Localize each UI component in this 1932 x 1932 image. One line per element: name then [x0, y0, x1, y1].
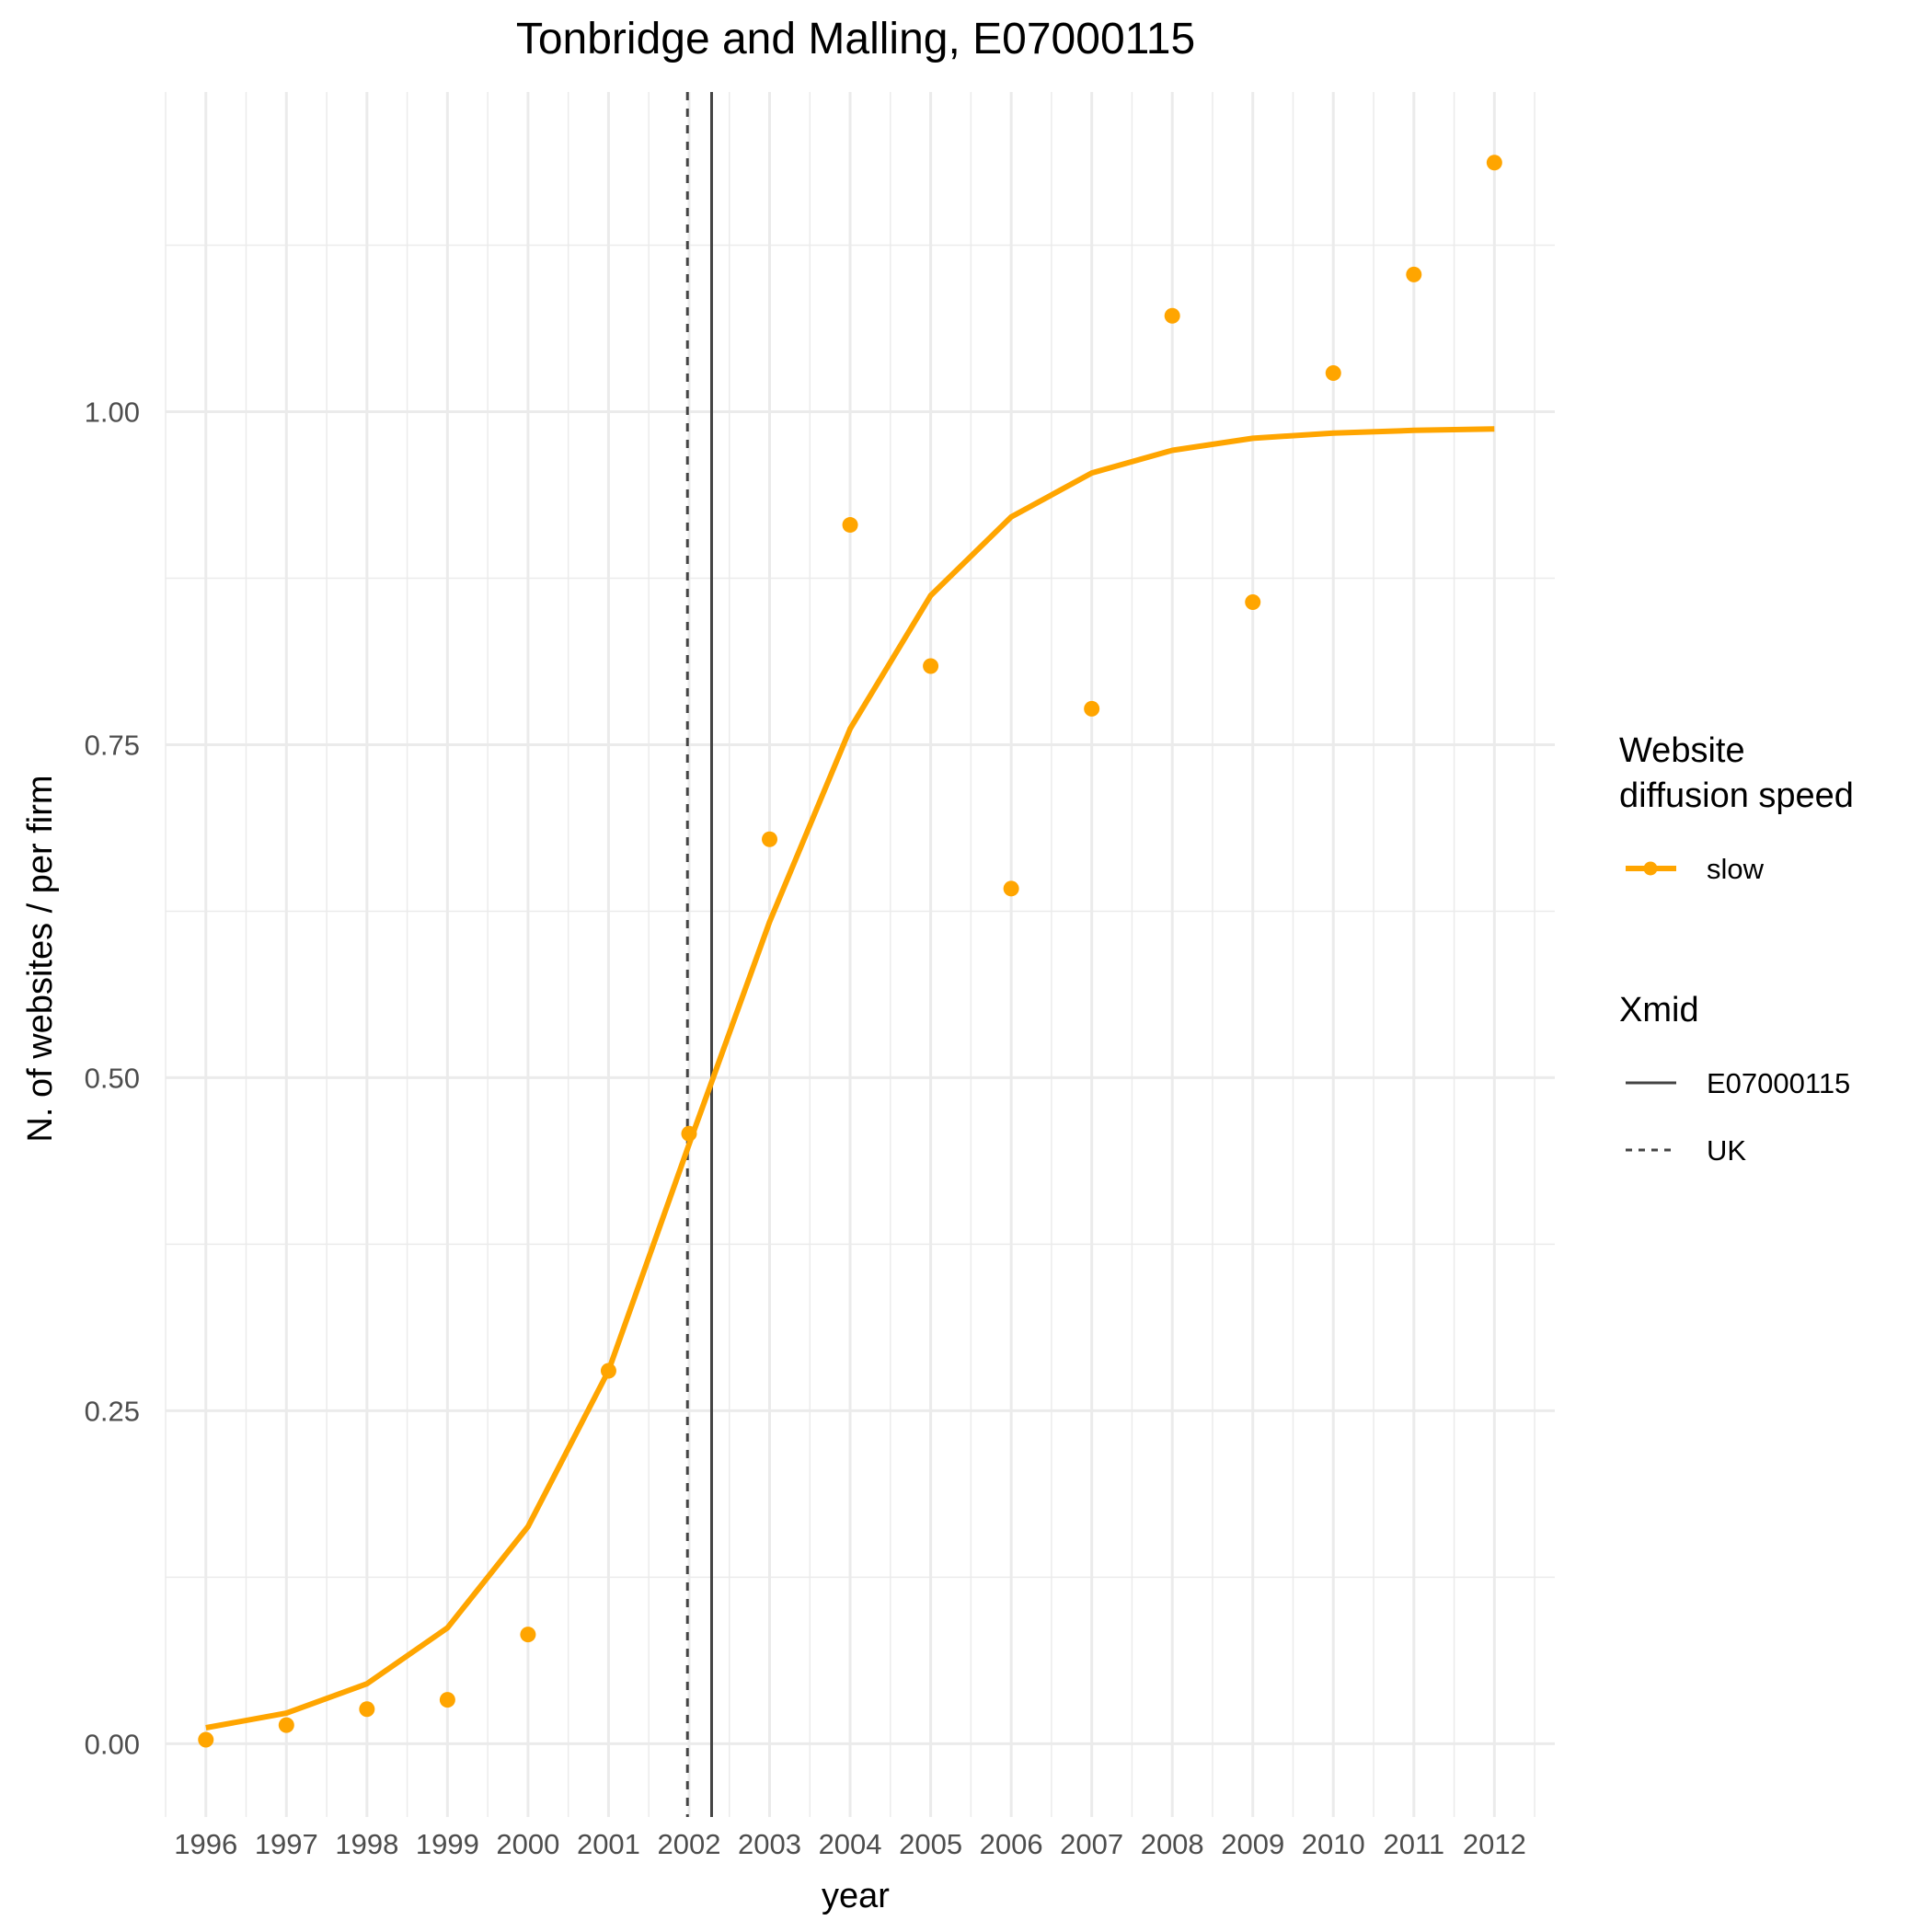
y-tick-label: 0.00	[85, 1728, 140, 1760]
x-tick-label: 2002	[658, 1828, 721, 1860]
data-point	[1325, 365, 1341, 382]
grid-major	[166, 92, 1555, 1817]
reference-lines	[685, 92, 713, 1817]
legend-label-slow: slow	[1707, 853, 1765, 885]
data-point	[278, 1717, 294, 1733]
data-point	[520, 1627, 536, 1643]
series-layer	[198, 155, 1502, 1748]
data-point	[842, 517, 858, 534]
x-tick-label: 2000	[496, 1828, 559, 1860]
data-point	[1406, 266, 1422, 282]
x-tick-labels: 1996 1997 1998 1999 2000 2001 2002 2003 2004 2005…	[174, 1828, 1526, 1860]
x-tick-label: 2009	[1221, 1828, 1284, 1860]
x-tick-label: 2004	[819, 1828, 882, 1860]
legend-key-slow-point	[1643, 861, 1658, 876]
y-tick-label: 0.25	[85, 1395, 140, 1427]
x-tick-label: 2012	[1463, 1828, 1526, 1860]
data-point	[359, 1701, 375, 1718]
legend-title-line-2: diffusion speed	[1619, 776, 1854, 815]
data-point	[1245, 594, 1261, 611]
x-axis-label: year	[822, 1877, 890, 1915]
y-tick-labels: 0.00 0.25 0.50 0.75 1.00	[85, 396, 140, 1760]
x-tick-label: 2001	[577, 1828, 640, 1860]
data-point	[600, 1363, 616, 1379]
legend-label-e07000115: E07000115	[1707, 1067, 1850, 1099]
series-line-slow	[205, 426, 1495, 1731]
x-tick-label: 2007	[1060, 1828, 1123, 1860]
data-point	[923, 658, 939, 674]
legend: Website diffusion speed slow Xmid E07000…	[1619, 731, 1854, 1167]
x-tick-label: 1997	[255, 1828, 318, 1860]
y-tick-label: 0.75	[85, 729, 140, 761]
x-tick-label: 2005	[899, 1828, 962, 1860]
chart-title: Tonbridge and Malling, E07000115	[516, 15, 1195, 63]
grid-minor	[165, 92, 1555, 1817]
x-tick-label: 2008	[1141, 1828, 1204, 1860]
y-tick-label: 0.50	[85, 1062, 140, 1094]
data-point	[1003, 880, 1019, 897]
data-point	[762, 831, 778, 847]
y-tick-label: 1.00	[85, 396, 140, 428]
legend-label-uk: UK	[1707, 1134, 1746, 1167]
data-point	[1164, 307, 1180, 324]
x-tick-label: 2010	[1302, 1828, 1365, 1860]
data-point	[681, 1125, 697, 1142]
data-point	[1084, 700, 1100, 717]
x-tick-label: 2011	[1383, 1828, 1444, 1860]
x-tick-label: 2003	[738, 1828, 801, 1860]
x-tick-label: 1998	[335, 1828, 398, 1860]
x-tick-label: 2006	[980, 1828, 1043, 1860]
legend-title-xmid: Xmid	[1619, 991, 1699, 1029]
y-axis-label: N. of websites / per firm	[21, 775, 60, 1142]
x-tick-label: 1996	[174, 1828, 237, 1860]
legend-title-line-1: Website	[1619, 731, 1745, 770]
data-point	[198, 1731, 214, 1748]
data-point	[1486, 155, 1502, 171]
data-point	[439, 1692, 455, 1708]
x-tick-label: 1999	[416, 1828, 479, 1860]
